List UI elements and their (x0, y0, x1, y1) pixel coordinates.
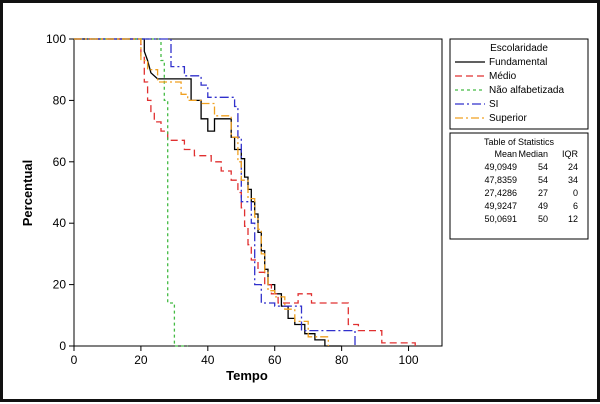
statistics-cell: 0 (573, 188, 578, 198)
statistics-cell: 50 (538, 214, 548, 224)
legend-item-label: Médio (489, 71, 517, 82)
x-axis-label: Tempo (226, 368, 268, 383)
y-tick-label: 40 (53, 216, 67, 230)
series-line-4 (74, 38, 329, 346)
statistics-cell: 34 (568, 175, 578, 185)
statistics-cell: 54 (538, 162, 548, 172)
statistics-cell: 27 (538, 188, 548, 198)
statistics-column-header: Mean (494, 149, 517, 159)
legend-title: Escolaridade (490, 43, 548, 54)
x-tick-label: 100 (399, 353, 419, 367)
statistics-cell: 24 (568, 162, 578, 172)
y-axis: 0 20 40 60 80 100 (46, 32, 74, 353)
statistics-cell: 49,9247 (484, 201, 517, 211)
legend: Fundamental Médio Não alfabetizada SI Superi… (455, 57, 564, 124)
y-tick-label: 80 (53, 93, 67, 107)
statistics-cell: 47,8359 (484, 175, 517, 185)
x-tick-label: 0 (71, 353, 78, 367)
y-tick-label: 100 (46, 32, 66, 46)
statistics-cell: 54 (538, 175, 548, 185)
x-tick-label: 40 (201, 353, 215, 367)
statistics-cell: 27,4286 (484, 188, 517, 198)
x-tick-label: 80 (335, 353, 349, 367)
y-axis-label: Percentual (20, 160, 35, 226)
legend-box (449, 38, 589, 130)
statistics-cell: 6 (573, 201, 578, 211)
legend-item-label: Superior (489, 113, 527, 124)
statistics-box (449, 132, 589, 240)
legend-item-label: SI (489, 99, 498, 110)
statistics-table: Mean Median IQR 49,0949 54 24 47,8359 54 34 27,42… (484, 149, 578, 224)
series-line-2 (74, 38, 188, 347)
statistics-column-header: Median (518, 149, 548, 159)
statistics-cell: 49,0949 (484, 162, 517, 172)
y-tick-label: 20 (53, 278, 67, 292)
series-line-3 (74, 38, 356, 346)
x-tick-label: 60 (268, 353, 282, 367)
y-tick-label: 0 (59, 339, 66, 353)
statistics-cell: 50,0691 (484, 214, 517, 224)
statistics-column-header: IQR (562, 149, 579, 159)
y-tick-label: 60 (53, 155, 67, 169)
series-line-1 (74, 38, 416, 346)
statistics-cell: 12 (568, 214, 578, 224)
plot-area (73, 38, 443, 347)
statistics-title: Table of Statistics (484, 137, 555, 147)
legend-item-label: Fundamental (489, 57, 547, 68)
legend-item-label: Não alfabetizada (489, 85, 564, 96)
series-layer (74, 38, 416, 347)
x-tick-label: 20 (134, 353, 148, 367)
x-axis: 0 20 40 60 80 100 (71, 346, 419, 367)
statistics-cell: 49 (538, 201, 548, 211)
